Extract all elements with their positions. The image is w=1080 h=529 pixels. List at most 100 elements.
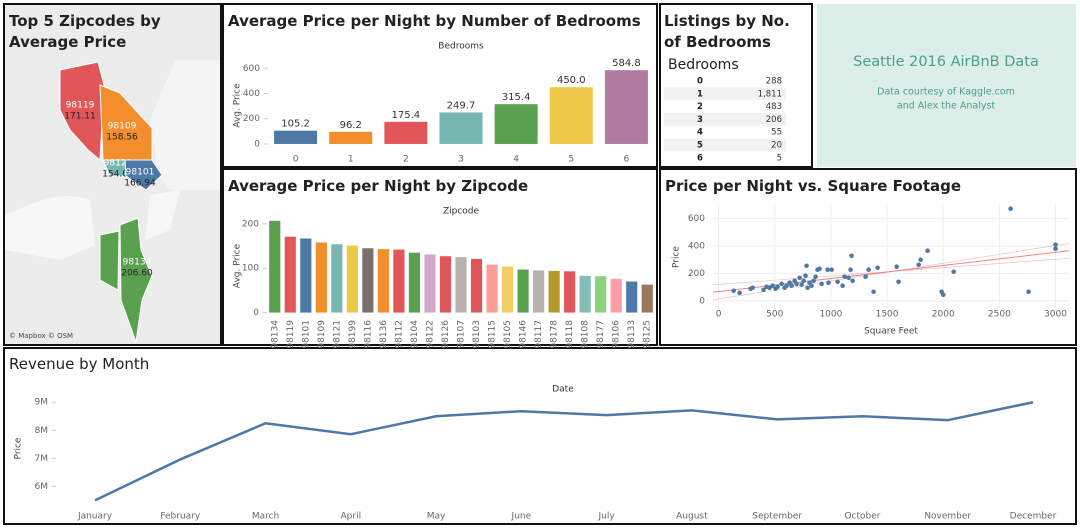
scatter-point	[809, 283, 814, 289]
x-tick-label: 98125	[643, 320, 653, 349]
bar	[439, 256, 452, 313]
panel-border	[3, 3, 222, 346]
x-axis-title: Bedrooms	[438, 42, 484, 52]
y-axis-title: Price	[672, 246, 682, 268]
x-tick-label: 2500	[988, 310, 1011, 320]
value-label: 175.4	[392, 110, 421, 121]
zip-region	[124, 159, 163, 191]
scatter-point	[916, 262, 921, 268]
scatter-point	[918, 257, 923, 263]
value-label: 96.2	[340, 120, 362, 131]
y-tick-label: 100	[242, 264, 259, 274]
x-tick-label: May	[427, 512, 446, 522]
x-tick-label: 0	[293, 155, 299, 165]
bar	[595, 276, 607, 313]
x-tick-label: 98107	[457, 320, 467, 349]
y-tick-label: 7M	[35, 454, 49, 464]
scatter-point	[804, 263, 809, 269]
bar	[331, 244, 343, 313]
table-header: Bedrooms	[668, 57, 739, 73]
scatter-point	[826, 280, 831, 286]
y-tick-label: 600	[243, 64, 260, 74]
scatter-point	[894, 264, 899, 270]
table-cell: 5	[777, 153, 782, 163]
zip-region	[119, 217, 153, 343]
x-tick-label: 1500	[876, 310, 899, 320]
bar	[641, 284, 653, 313]
x-tick-label: 98104	[410, 320, 420, 349]
x-axis-title: Date	[552, 385, 574, 395]
y-tick-label: 400	[243, 89, 260, 99]
bar	[610, 278, 622, 313]
scatter-point	[813, 274, 818, 280]
x-tick-label: 1000	[819, 310, 842, 320]
bar	[269, 220, 281, 313]
scatter-point	[799, 282, 804, 288]
row-band	[664, 87, 786, 101]
table-cell: 288	[766, 77, 782, 87]
value-label: 315.4	[502, 92, 531, 103]
bar	[346, 245, 358, 313]
x-tick-label: 98146	[519, 320, 529, 349]
y-axis-title: Avg. Price	[233, 83, 243, 128]
scatter-point	[850, 278, 855, 284]
y-axis-title: Avg. Price	[233, 243, 243, 288]
bar	[362, 248, 374, 313]
scatter-point	[835, 279, 840, 285]
table-cell: 2	[697, 102, 703, 112]
zip-label: 98121	[104, 159, 133, 169]
map-water	[145, 190, 180, 240]
scatter-point	[1008, 206, 1013, 211]
bar	[393, 249, 405, 313]
scatter-point	[871, 289, 876, 295]
bar	[470, 258, 483, 313]
panel-border	[222, 3, 658, 168]
bar	[486, 264, 498, 313]
zip-label: 98134	[123, 258, 152, 268]
bar	[548, 270, 560, 313]
scatter-point	[770, 283, 775, 289]
y-tick-label: 200	[688, 269, 705, 279]
y-tick-label: 200	[243, 114, 260, 124]
x-tick-label: March	[252, 512, 279, 522]
panel-title: Price per Night vs. Square Footage	[665, 177, 962, 195]
y-axis-title: Price	[14, 437, 24, 459]
x-tick-label: 98118	[565, 320, 575, 349]
scatter-point	[1026, 289, 1031, 295]
scatter-point	[784, 283, 789, 289]
table-cell: 4	[697, 128, 703, 138]
zip-label: 98101	[126, 168, 155, 178]
bar	[604, 70, 648, 144]
scatter-point	[848, 267, 853, 273]
scatter-point	[849, 253, 854, 259]
x-tick-label: August	[676, 512, 708, 522]
x-tick-label: November	[924, 512, 971, 522]
scatter-point	[846, 275, 851, 281]
scatter-point	[801, 278, 806, 284]
x-tick-label: January	[77, 512, 113, 522]
table-cell: 5	[697, 141, 703, 151]
y-tick-label: 600	[688, 214, 705, 224]
card-line: Data courtesy of Kaggle.com	[877, 87, 1015, 98]
table-cell: 3	[697, 115, 703, 125]
scatter-point	[789, 283, 794, 289]
x-tick-label: 2000	[932, 310, 955, 320]
x-tick-label: 98115	[488, 320, 498, 349]
x-tick-label: July	[598, 512, 616, 522]
table-cell: 6	[697, 153, 703, 163]
x-tick-label: October	[844, 512, 880, 522]
scatter-point	[750, 285, 755, 291]
bar	[329, 131, 373, 144]
bar	[494, 104, 538, 144]
x-tick-label: 4	[513, 155, 519, 165]
trend-line	[712, 242, 1070, 301]
bar	[439, 112, 483, 144]
y-tick-label: 9M	[35, 398, 49, 408]
value-label: 105.2	[281, 119, 310, 130]
y-tick-label: 400	[688, 242, 705, 252]
scatter-point	[797, 275, 802, 281]
scatter-point	[817, 266, 822, 272]
bar	[377, 249, 389, 313]
table-cell: 1	[697, 89, 703, 99]
